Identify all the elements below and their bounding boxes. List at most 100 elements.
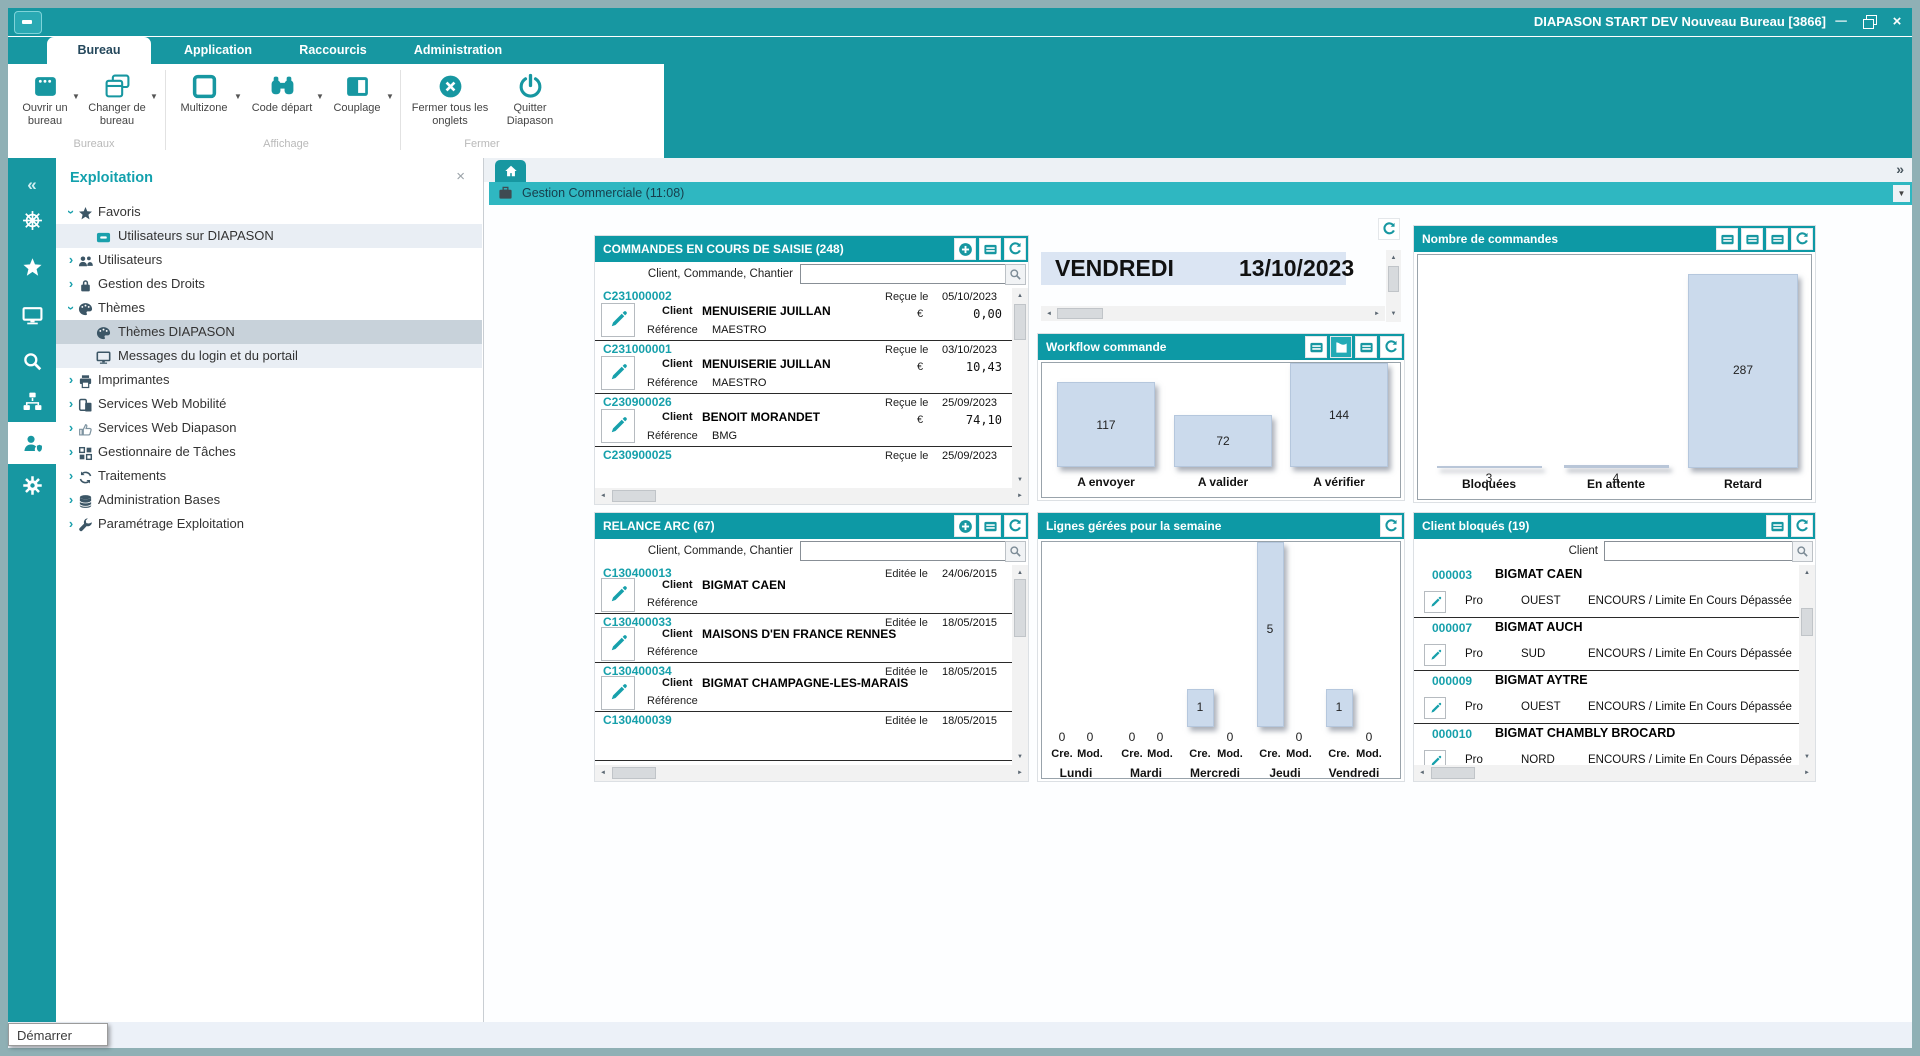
dropdown-arrow-icon[interactable]: ▼ [234, 92, 242, 101]
order-link[interactable]: C130400034 [603, 664, 672, 678]
edit-button[interactable] [601, 676, 635, 710]
sidebar-item-services-web-mobilit-[interactable]: › Services Web Mobilité [56, 392, 482, 416]
star-icon[interactable] [8, 246, 56, 288]
tab-overflow-icon[interactable]: » [1896, 161, 1904, 177]
chevron-right-icon[interactable]: › [68, 468, 74, 483]
form-button[interactable] [1716, 228, 1738, 250]
ribbon-button-power[interactable]: Quitter Diapason [500, 70, 560, 128]
chevron-right-icon[interactable]: › [68, 492, 74, 507]
tab-application[interactable]: Application [183, 43, 253, 57]
edit-button[interactable] [601, 303, 635, 337]
chevron-right-icon[interactable]: › [68, 276, 74, 291]
search-button[interactable] [1005, 264, 1026, 285]
restore-button[interactable] [1858, 13, 1880, 31]
edit-button[interactable] [1424, 697, 1446, 719]
vertical-scrollbar[interactable]: ▲ ▼ [1386, 250, 1401, 322]
ribbon-button-close-circle[interactable]: Fermer tous les onglets [406, 70, 494, 128]
orgchart-icon[interactable] [8, 380, 56, 422]
chevron-right-icon[interactable]: › [68, 444, 74, 459]
refresh-button[interactable] [1791, 228, 1813, 250]
sidebar-item-param-trage-exploitation[interactable]: › Paramétrage Exploitation [56, 512, 482, 536]
tab-raccourcis[interactable]: Raccourcis [299, 43, 367, 57]
form-button[interactable] [1305, 336, 1327, 358]
order-link[interactable]: C230900025 [603, 448, 672, 462]
vertical-scrollbar[interactable]: ▲ ▼ [1799, 565, 1815, 765]
edit-button[interactable] [1424, 591, 1446, 613]
ribbon-button-couplage[interactable]: Couplage ▼ [326, 70, 394, 115]
refresh-button[interactable] [1380, 336, 1402, 358]
refresh-button[interactable] [1791, 515, 1813, 537]
edit-button[interactable] [601, 578, 635, 612]
sidebar-item-favoris[interactable]: › Favoris [56, 200, 482, 224]
client-code-link[interactable]: 000007 [1432, 621, 1473, 635]
horizontal-scrollbar[interactable]: ◄ ► [595, 488, 1028, 504]
helm-icon[interactable] [8, 199, 56, 241]
search-button[interactable] [1005, 541, 1026, 562]
sidebar-item-th-mes[interactable]: › Thèmes [56, 296, 482, 320]
chevron-right-icon[interactable]: › [68, 372, 74, 387]
close-button[interactable]: × [1892, 13, 1902, 30]
tab-bureau[interactable]: Bureau [47, 37, 151, 64]
minimize-button[interactable]: ─ [1835, 13, 1847, 30]
form-button[interactable] [1355, 336, 1377, 358]
order-link[interactable]: C230900026 [603, 395, 672, 409]
tab-administration[interactable]: Administration [413, 43, 503, 57]
usershield-icon[interactable] [8, 422, 56, 464]
refresh-button[interactable] [1378, 218, 1400, 240]
order-link[interactable]: C130400013 [603, 566, 672, 580]
search-input[interactable] [800, 541, 1008, 561]
search-input[interactable] [1604, 541, 1794, 561]
sidebar-item-gestionnaire-de-t-ches[interactable]: › Gestionnaire de Tâches [56, 440, 482, 464]
horizontal-scrollbar[interactable]: ◄ ► [1414, 765, 1815, 781]
dashboard-dropdown-icon[interactable]: ▼ [1893, 185, 1910, 202]
ribbon-button-open-desk[interactable]: Ouvrir un bureau ▼ [16, 70, 80, 128]
collapse-icon[interactable]: « [27, 175, 37, 194]
order-link[interactable]: C130400039 [603, 713, 672, 727]
sidebar-item-utilisateurs[interactable]: › Utilisateurs [56, 248, 482, 272]
ribbon-button-multizone[interactable]: Multizone ▼ [172, 70, 242, 115]
dropdown-arrow-icon[interactable]: ▼ [72, 92, 80, 101]
sidebar-item-imprimantes[interactable]: › Imprimantes [56, 368, 482, 392]
home-tab[interactable] [495, 160, 526, 182]
vertical-scrollbar[interactable]: ▲ ▼ [1012, 288, 1028, 488]
sidebar-item-gestion-des-droits[interactable]: › Gestion des Droits [56, 272, 482, 296]
sidebar-item-th-mes-diapason[interactable]: Thèmes DIAPASON [56, 320, 482, 344]
horizontal-scrollbar[interactable]: ◄ ► [595, 765, 1028, 781]
refresh-button[interactable] [1004, 238, 1026, 260]
order-link[interactable]: C130400033 [603, 615, 672, 629]
order-link[interactable]: C231000001 [603, 342, 672, 356]
form-button[interactable] [979, 238, 1001, 260]
dropdown-arrow-icon[interactable]: ▼ [316, 92, 324, 101]
form-button[interactable] [1766, 228, 1788, 250]
plus-button[interactable] [954, 238, 976, 260]
edit-button[interactable] [1424, 750, 1446, 765]
ribbon-button-switch-desk[interactable]: Changer de bureau ▼ [82, 70, 158, 128]
horizontal-scrollbar[interactable]: ◄ ► [1041, 306, 1385, 321]
plus-button[interactable] [954, 515, 976, 537]
vertical-scrollbar[interactable]: ▲ ▼ [1012, 565, 1028, 765]
chevron-right-icon[interactable]: › [68, 516, 74, 531]
chevron-right-icon[interactable]: › [68, 252, 74, 267]
client-code-link[interactable]: 000010 [1432, 727, 1473, 741]
chevron-right-icon[interactable]: › [68, 420, 74, 435]
client-code-link[interactable]: 000009 [1432, 674, 1473, 688]
nav-close-icon[interactable]: × [456, 168, 465, 185]
edit-button[interactable] [1424, 644, 1446, 666]
form-button[interactable] [979, 515, 1001, 537]
chevron-right-icon[interactable]: › [68, 396, 74, 411]
refresh-button[interactable] [1004, 515, 1026, 537]
sidebar-item-services-web-diapason[interactable]: › Services Web Diapason [56, 416, 482, 440]
monitor-icon[interactable] [8, 294, 56, 336]
sidebar-item-messages-du-login-et-du-portail[interactable]: Messages du login et du portail [56, 344, 482, 368]
dropdown-arrow-icon[interactable]: ▼ [386, 92, 394, 101]
ribbon-button-binoculars[interactable]: Code départ ▼ [246, 70, 324, 115]
search-button[interactable] [1792, 541, 1813, 562]
client-code-link[interactable]: 000003 [1432, 568, 1473, 582]
dropdown-arrow-icon[interactable]: ▼ [150, 92, 158, 101]
sidebar-item-administration-bases[interactable]: › Administration Bases [56, 488, 482, 512]
form-button[interactable] [1741, 228, 1763, 250]
edit-button[interactable] [601, 627, 635, 661]
refresh-button[interactable] [1380, 515, 1402, 537]
search-icon[interactable] [8, 340, 56, 382]
edit-button[interactable] [601, 409, 635, 443]
